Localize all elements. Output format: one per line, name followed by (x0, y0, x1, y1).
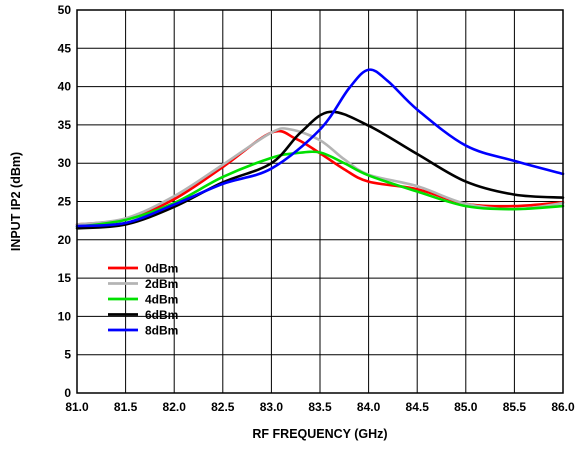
series-layer (75, 68, 565, 230)
y-tick-label: 25 (58, 195, 72, 209)
x-tick-label: 82.0 (163, 400, 187, 414)
x-tick-label: 82.5 (211, 400, 235, 414)
x-tick-label: 85.0 (454, 400, 478, 414)
x-tick-label: 84.5 (406, 400, 430, 414)
legend-label-2dbm: 2dBm (145, 277, 178, 291)
y-tick-label: 15 (58, 271, 72, 285)
y-tick-label: 45 (58, 41, 72, 55)
y-tick-label: 10 (58, 309, 72, 323)
y-tick-label: 40 (58, 80, 72, 94)
series-line-2dbm (75, 127, 565, 226)
x-tick-label: 81.5 (114, 400, 138, 414)
x-axis-title: RF FREQUENCY (GHz) (252, 427, 387, 441)
legend-label-6dbm: 6dBm (145, 308, 178, 322)
x-tick-label: 85.5 (503, 400, 527, 414)
y-tick-label: 50 (58, 3, 72, 17)
y-axis-tick-labels: 0 5 10 15 20 25 30 35 40 45 50 (58, 3, 72, 400)
x-tick-label: 83.5 (308, 400, 332, 414)
y-tick-label: 0 (64, 386, 71, 400)
series-line-6dbm (75, 110, 565, 230)
x-tick-label: 81.0 (65, 400, 89, 414)
x-tick-label: 86.0 (551, 400, 575, 414)
y-tick-label: 35 (58, 118, 72, 132)
y-tick-label: 5 (64, 348, 71, 362)
y-tick-label: 30 (58, 156, 72, 170)
x-tick-label: 84.0 (357, 400, 381, 414)
y-tick-label: 20 (58, 233, 72, 247)
series-line-8dbm (75, 68, 565, 228)
plot-frame (76, 9, 564, 394)
series-line-4dbm (75, 150, 565, 229)
y-axis-title: INPUT IP2 (dBm) (9, 152, 23, 251)
legend-label-8dbm: 8dBm (145, 324, 178, 338)
legend-label-4dbm: 4dBm (145, 293, 178, 307)
x-tick-label: 83.0 (260, 400, 284, 414)
legend-label-0dbm: 0dBm (145, 262, 178, 276)
x-axis-tick-labels: 81.0 81.5 82.0 82.5 83.0 83.5 84.0 84.5 85.0 85.5… (65, 400, 575, 414)
